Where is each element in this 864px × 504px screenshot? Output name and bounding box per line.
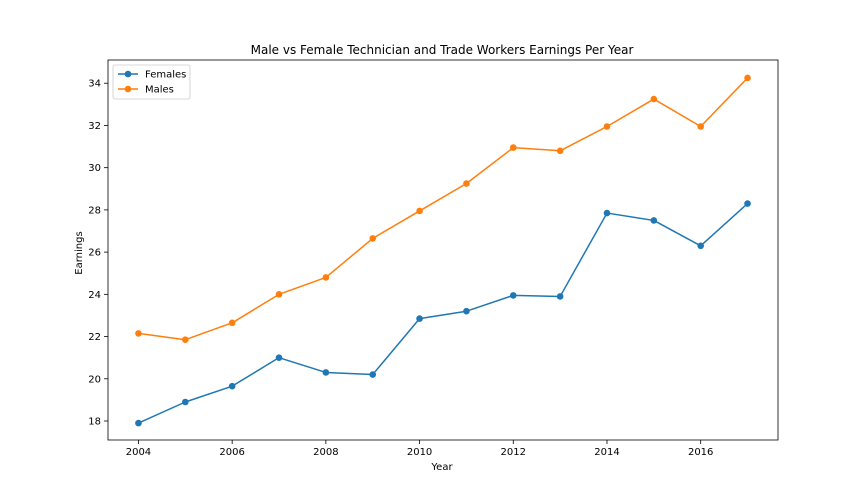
data-point-males — [369, 235, 377, 242]
data-point-males — [509, 144, 517, 151]
data-point-females — [744, 200, 751, 207]
data-point-males — [182, 336, 189, 344]
data-point-males — [744, 74, 751, 82]
x-tick-label: 2012 — [501, 447, 526, 458]
data-point-females — [322, 369, 330, 376]
data-point-males — [416, 207, 423, 215]
data-point-females — [509, 292, 517, 299]
y-tick-label: 34 — [88, 79, 101, 90]
data-point-males — [650, 95, 658, 103]
data-point-females — [275, 354, 283, 361]
y-tick-label: 28 — [88, 205, 101, 216]
y-tick-label: 30 — [88, 163, 101, 174]
data-point-males — [135, 330, 142, 337]
data-point-females — [556, 293, 564, 300]
plot-area — [135, 74, 751, 427]
y-axis: 18 20 22 24 26 28 30 32 34 — [88, 79, 108, 428]
x-tick-label: 2010 — [407, 447, 432, 458]
data-point-males — [697, 123, 704, 130]
legend-marker-females — [124, 70, 132, 78]
axes-frame — [107, 59, 779, 441]
data-point-males — [556, 147, 564, 155]
legend-label-males: Males — [145, 85, 174, 96]
y-tick-label: 32 — [88, 121, 101, 132]
x-tick-label: 2006 — [219, 447, 244, 458]
x-axis: 2004 2006 2008 2010 2012 2014 2016 — [126, 440, 713, 458]
x-tick-label: 2016 — [688, 447, 713, 458]
x-tick-label: 2008 — [313, 447, 338, 458]
data-point-females — [369, 371, 377, 378]
series-line-males — [138, 77, 749, 341]
legend-label-females: Females — [145, 70, 186, 81]
data-point-males — [463, 180, 470, 187]
y-tick-label: 20 — [88, 374, 101, 385]
data-point-females — [228, 382, 236, 390]
data-point-females — [416, 315, 423, 322]
x-tick-label: 2014 — [594, 447, 619, 458]
data-point-males — [603, 123, 611, 130]
data-point-females — [603, 209, 611, 217]
y-tick-label: 24 — [88, 290, 101, 301]
data-point-males — [275, 291, 283, 298]
chart-title: Male vs Female Technician and Trade Work… — [251, 43, 634, 57]
x-tick-label: 2004 — [126, 447, 151, 458]
data-point-females — [463, 307, 470, 315]
legend-marker-males — [124, 85, 132, 93]
y-tick-label: 26 — [88, 248, 101, 259]
data-point-females — [135, 419, 142, 427]
data-point-males — [322, 274, 330, 281]
y-tick-label: 22 — [88, 332, 101, 343]
series-line-females — [138, 203, 749, 424]
x-axis-label: Year — [430, 462, 453, 473]
y-axis-label: Earnings — [74, 231, 85, 274]
data-point-females — [182, 398, 189, 406]
data-point-females — [650, 217, 658, 224]
data-point-females — [697, 242, 704, 250]
data-point-males — [228, 319, 236, 327]
y-tick-label: 18 — [88, 417, 101, 428]
legend: Females Males — [112, 64, 191, 100]
